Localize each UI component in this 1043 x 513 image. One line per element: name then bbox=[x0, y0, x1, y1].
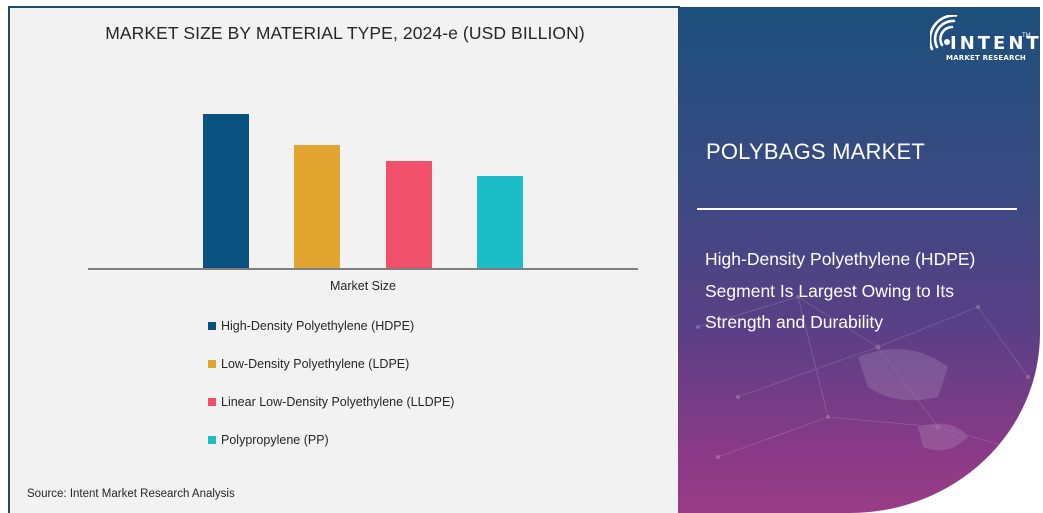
chart-panel: MARKET SIZE BY MATERIAL TYPE, 2024-e (US… bbox=[8, 6, 680, 513]
legend-item-ldpe: Low-Density Polyethylene (LDPE) bbox=[208, 354, 454, 374]
bar-lldpe bbox=[386, 161, 432, 270]
bar-hdpe bbox=[203, 114, 249, 270]
legend-label: Polypropylene (PP) bbox=[221, 433, 329, 447]
chart-title: MARKET SIZE BY MATERIAL TYPE, 2024-e (US… bbox=[105, 23, 585, 43]
x-axis-line bbox=[88, 268, 638, 270]
key-insight: High-Density Polyethylene (HDPE) Segment… bbox=[705, 249, 976, 332]
legend-item-hdpe: High-Density Polyethylene (HDPE) bbox=[208, 316, 454, 336]
legend-swatch bbox=[208, 360, 216, 368]
legend-label: High-Density Polyethylene (HDPE) bbox=[221, 319, 415, 333]
legend: High-Density Polyethylene (HDPE) Low-Den… bbox=[208, 316, 454, 468]
legend-label: Linear Low-Density Polyethylene (LLDPE) bbox=[221, 395, 455, 409]
legend-swatch bbox=[208, 398, 216, 406]
legend-label: Low-Density Polyethylene (LDPE) bbox=[221, 357, 410, 371]
divider bbox=[697, 208, 1017, 210]
legend-swatch bbox=[208, 436, 216, 444]
legend-swatch bbox=[208, 322, 216, 330]
bar-ldpe bbox=[294, 145, 340, 270]
summary-panel: INTENT TM MARKET RESEARCH POLYBAGS MARKE… bbox=[678, 7, 1040, 513]
signal-waves-icon bbox=[930, 15, 958, 51]
logo-wordmark: INTENT bbox=[950, 33, 1040, 54]
legend-item-pp: Polypropylene (PP) bbox=[208, 430, 454, 450]
bar-pp bbox=[477, 176, 523, 270]
source-note: Source: Intent Market Research Analysis bbox=[27, 488, 235, 500]
x-axis-label: Market Size bbox=[330, 279, 396, 293]
market-title: POLYBAGS MARKET bbox=[706, 139, 925, 164]
plot-area bbox=[88, 98, 638, 270]
logo-trademark: TM bbox=[1022, 33, 1031, 39]
world-network-map-icon bbox=[696, 295, 1030, 459]
legend-item-lldpe: Linear Low-Density Polyethylene (LLDPE) bbox=[208, 392, 454, 412]
intent-logo: INTENT TM MARKET RESEARCH bbox=[930, 13, 1039, 65]
logo-subtitle: MARKET RESEARCH bbox=[946, 54, 1026, 62]
